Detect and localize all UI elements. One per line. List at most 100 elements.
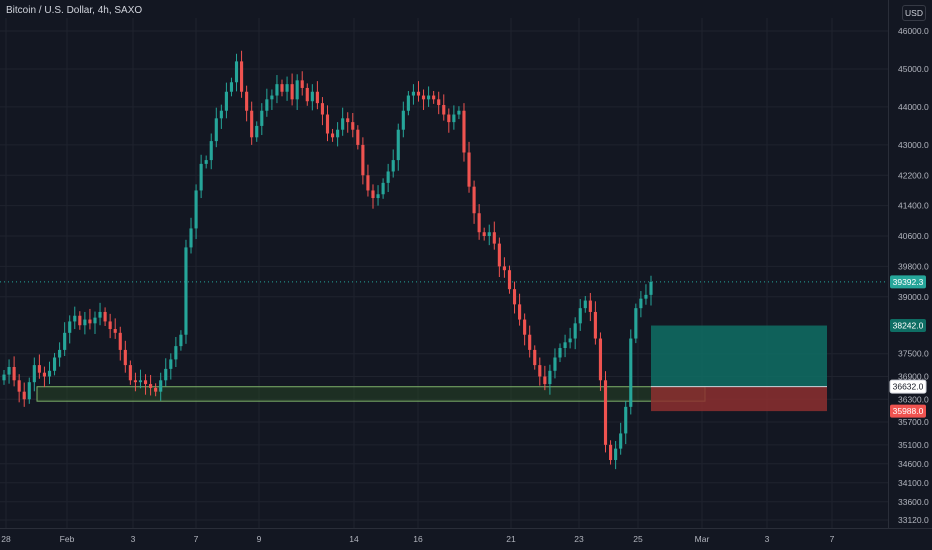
x-tick-label: 3	[131, 534, 136, 544]
candle-body	[417, 92, 420, 96]
candle-body	[619, 433, 622, 448]
candle-body	[306, 88, 309, 101]
candle-body	[114, 329, 117, 333]
candle-body	[164, 369, 167, 380]
candle-body	[73, 316, 76, 322]
y-tick-label: 35700.0	[898, 417, 929, 427]
candle-body	[523, 320, 526, 335]
candle-body	[457, 111, 460, 115]
y-tick-label: 33120.0	[898, 515, 929, 525]
candle-body	[437, 99, 440, 105]
candle-body	[392, 160, 395, 171]
candle-body	[215, 118, 218, 141]
candle-body	[129, 365, 132, 380]
candle-body	[48, 371, 51, 377]
candle-body	[361, 145, 364, 175]
candle-body	[124, 350, 127, 365]
candle-body	[58, 350, 61, 358]
candle-body	[341, 118, 344, 129]
candle-body	[154, 388, 157, 392]
candle-body	[33, 365, 36, 382]
candle-body	[594, 312, 597, 339]
candle-body	[205, 160, 208, 164]
candle-body	[255, 126, 258, 137]
candle-body	[533, 350, 536, 365]
y-tick-label: 39800.0	[898, 261, 929, 271]
candle-body	[98, 312, 101, 318]
candle-body	[629, 339, 632, 407]
candle-body	[240, 61, 243, 91]
candle-body	[442, 105, 445, 114]
candle-body	[53, 358, 56, 371]
candle-body	[316, 92, 319, 103]
entry-price-tag-label: 36632.0	[893, 382, 924, 392]
candle-body	[331, 134, 334, 138]
candle-body	[230, 82, 233, 91]
y-tick-label: 37500.0	[898, 349, 929, 359]
candle-body	[134, 380, 137, 382]
candle-body	[149, 384, 152, 388]
candle-body	[270, 96, 273, 100]
candle-body	[346, 118, 349, 122]
candle-body	[43, 373, 46, 377]
position-tool[interactable]	[651, 326, 827, 412]
x-tick-label: 7	[830, 534, 835, 544]
candle-body	[280, 84, 283, 92]
candle-body	[422, 96, 425, 100]
candle-body	[68, 321, 71, 332]
candle-body	[462, 111, 465, 153]
x-tick-label: Mar	[695, 534, 710, 544]
candle-body	[478, 213, 481, 232]
candle-body	[291, 84, 294, 99]
candle-body	[427, 96, 430, 100]
candle-body	[321, 103, 324, 114]
candle-body	[235, 61, 238, 82]
candle-body	[614, 449, 617, 460]
candle-body	[579, 308, 582, 323]
candle-body	[38, 365, 41, 373]
last-price-tag-label: 39392.3	[893, 277, 924, 287]
candle-body	[564, 342, 567, 348]
x-tick-label: 7	[194, 534, 199, 544]
candle-body	[296, 80, 299, 99]
candle-body	[371, 190, 374, 198]
y-tick-label: 42200.0	[898, 170, 929, 180]
candle-body	[493, 232, 496, 243]
candle-body	[174, 346, 177, 359]
x-tick-label: 25	[633, 534, 643, 544]
candle-body	[548, 371, 551, 384]
candle-body	[210, 141, 213, 160]
candle-body	[452, 115, 455, 123]
x-tick-label: 3	[765, 534, 770, 544]
candle-body	[558, 348, 561, 357]
profit-zone	[651, 326, 827, 387]
candle-body	[195, 190, 198, 228]
y-tick-label: 39000.0	[898, 292, 929, 302]
candle-body	[326, 115, 329, 134]
candle-body	[432, 96, 435, 100]
x-tick-label: 28	[1, 534, 11, 544]
candle-body	[513, 289, 516, 304]
candle-body	[78, 316, 81, 325]
candle-body	[109, 321, 112, 329]
y-tick-label: 35100.0	[898, 440, 929, 450]
candle-body	[609, 445, 612, 460]
candle-body	[467, 152, 470, 186]
y-tick-label: 43000.0	[898, 140, 929, 150]
candle-body	[488, 232, 491, 236]
candle-body	[93, 318, 96, 324]
candle-body	[604, 380, 607, 445]
price-axis[interactable]: 46000.0 45000.0 44000.0 43000.0 42200.0 41400…	[889, 0, 929, 528]
candle-body	[376, 194, 379, 198]
x-tick-label: Feb	[60, 534, 75, 544]
candle-body	[13, 367, 16, 380]
candle-body	[543, 376, 546, 384]
x-tick-label: 9	[257, 534, 262, 544]
candle-body	[387, 171, 390, 182]
candle-body	[184, 247, 187, 334]
candle-body	[407, 96, 410, 111]
time-axis[interactable]: 28 Feb 3 7 9 14 16 21 23 25 Mar 3 7	[0, 529, 932, 545]
candle-body	[63, 333, 66, 350]
x-tick-label: 21	[506, 534, 516, 544]
